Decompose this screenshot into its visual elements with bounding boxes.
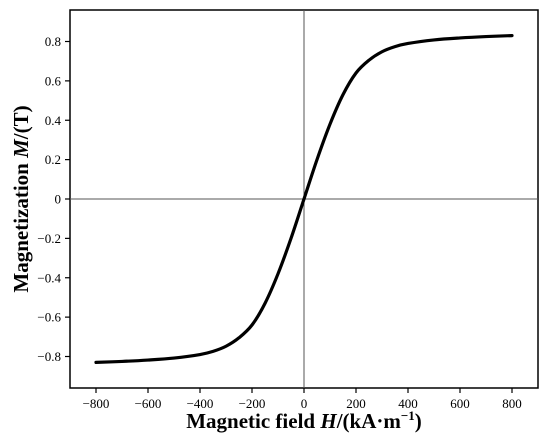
y-axis-ticks: −0.8 −0.6 −0.4 −0.2 0 0.2 0.4 0.6 0.8 <box>37 34 70 364</box>
y-tick-label: −0.2 <box>37 231 61 246</box>
x-tick-label: −200 <box>239 396 266 411</box>
y-tick-label: 0.6 <box>45 73 62 88</box>
x-axis-ticks: −800 −600 −400 −200 0 200 400 600 800 <box>83 388 522 411</box>
x-axis-title-exponent: −1 <box>401 408 415 423</box>
y-tick-label: 0.2 <box>45 152 61 167</box>
x-tick-label: 0 <box>301 396 308 411</box>
x-axis-title-symbol: H <box>319 409 337 433</box>
x-tick-label: −800 <box>83 396 110 411</box>
x-tick-label: 200 <box>346 396 366 411</box>
y-tick-label: −0.4 <box>37 270 61 285</box>
x-axis-title-text: Magnetic field <box>186 409 320 433</box>
x-axis-title-unit-close: ) <box>415 409 422 433</box>
y-tick-label: 0.4 <box>45 113 62 128</box>
y-axis-title-text: Magnetization <box>9 158 33 293</box>
y-tick-label: −0.8 <box>37 349 61 364</box>
y-axis-title: Magnetization M/(T) <box>9 105 33 292</box>
magnetization-curve <box>94 33 514 365</box>
x-tick-label: 400 <box>398 396 418 411</box>
y-tick-label: 0.8 <box>45 34 61 49</box>
x-axis-title: Magnetic field H/(kA·m−1) <box>186 408 422 433</box>
x-tick-label: 600 <box>450 396 470 411</box>
x-tick-label: −400 <box>187 396 214 411</box>
x-tick-label: −600 <box>135 396 162 411</box>
x-axis-title-unit: /(kA·m <box>336 409 402 433</box>
y-tick-label: 0 <box>55 192 62 207</box>
y-axis-title-symbol: M <box>9 138 33 159</box>
y-tick-label: −0.6 <box>37 310 61 325</box>
series-layer <box>94 33 514 365</box>
y-axis-title-unit: /(T) <box>9 105 33 140</box>
x-tick-label: 800 <box>502 396 522 411</box>
